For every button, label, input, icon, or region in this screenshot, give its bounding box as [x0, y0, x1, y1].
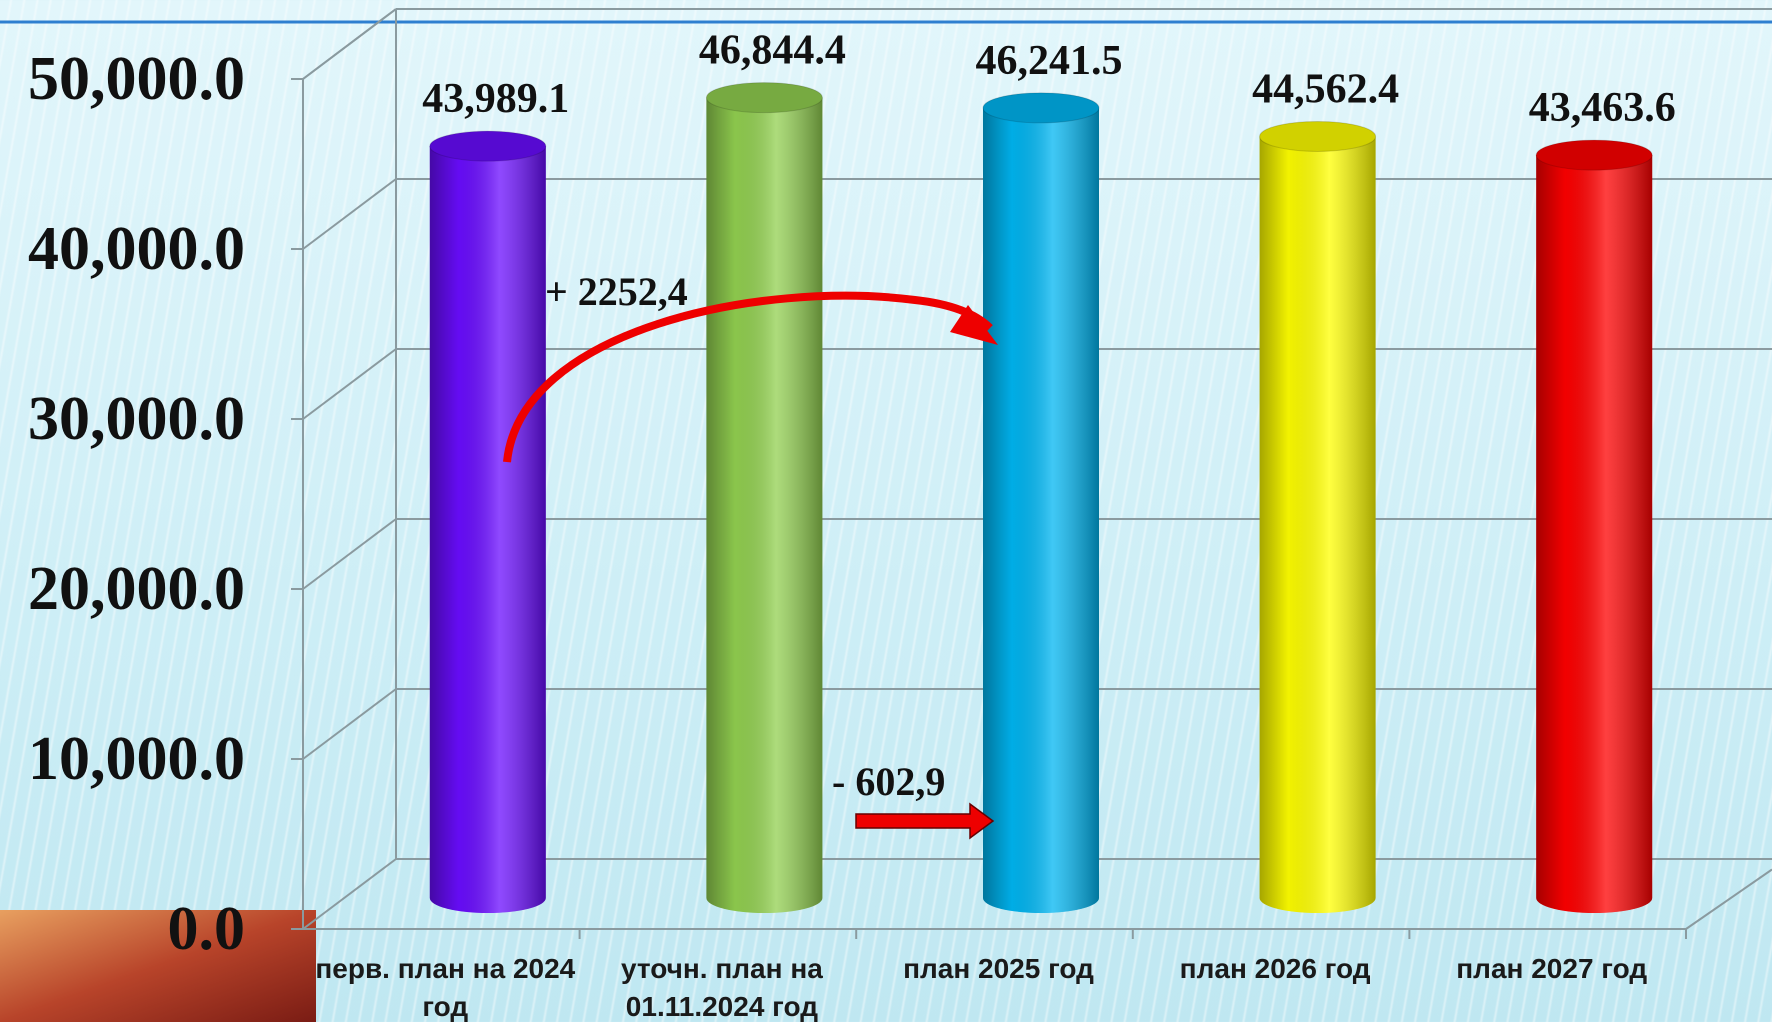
value-label: 44,562.4 [1252, 66, 1399, 112]
x-tick-label: план 2027 год [1456, 953, 1648, 984]
bar-top [429, 130, 547, 162]
bar-top-shade [983, 92, 1099, 123]
grid-line-side [302, 8, 397, 80]
bar-top-shade [1259, 121, 1376, 152]
bar-shade [983, 107, 1099, 913]
y-tick-label: 40,000.0 [28, 215, 245, 283]
bar-top-shade [429, 131, 546, 162]
bar-top [705, 82, 823, 114]
growth-arrow [503, 291, 993, 463]
bar-shade [706, 97, 823, 913]
bar [705, 82, 823, 913]
bar [1535, 139, 1653, 914]
bar-top [982, 92, 1100, 124]
drop-arrow [855, 802, 995, 840]
grid-line-side [302, 348, 397, 420]
value-label: 43,463.6 [1529, 85, 1676, 131]
bar [1259, 120, 1377, 913]
y-tick-label: 10,000.0 [28, 725, 245, 793]
bar-shade [1536, 155, 1653, 914]
y-tick-label: 0.0 [168, 895, 246, 963]
bar-shade [429, 146, 546, 913]
bar [429, 130, 547, 913]
grid-line-side [302, 178, 397, 250]
thumbnail [0, 910, 316, 1022]
x-tick-label: перв. план на 2024 год [315, 953, 576, 1022]
annotation: + 2252,4 [545, 269, 688, 314]
x-tick-label: уточн. план на 01.11.2024 год [620, 953, 823, 1022]
x-tick-label: план 2026 год [1179, 953, 1371, 984]
y-tick-label: 50,000.0 [28, 45, 245, 113]
bar-top [1535, 139, 1653, 171]
bar-top-shade [706, 82, 823, 113]
y-tick-label: 30,000.0 [28, 385, 245, 453]
grid-line-side [302, 858, 397, 930]
value-label: 43,989.1 [422, 76, 569, 122]
grid-line-side [302, 688, 397, 760]
x-tick-label: план 2025 год [903, 953, 1094, 984]
bar [982, 92, 1100, 913]
floor-edge [1685, 868, 1772, 930]
y-tick-label: 20,000.0 [28, 555, 245, 623]
bar-shade [1259, 136, 1376, 913]
value-label: 46,844.4 [699, 28, 846, 74]
value-label: 46,241.5 [976, 38, 1123, 84]
bar-top-shade [1536, 140, 1653, 171]
grid-line-side [302, 518, 397, 590]
growth-arrowhead [950, 305, 998, 345]
bar-top [1259, 120, 1377, 152]
annotation: - 602,9 [832, 759, 945, 804]
